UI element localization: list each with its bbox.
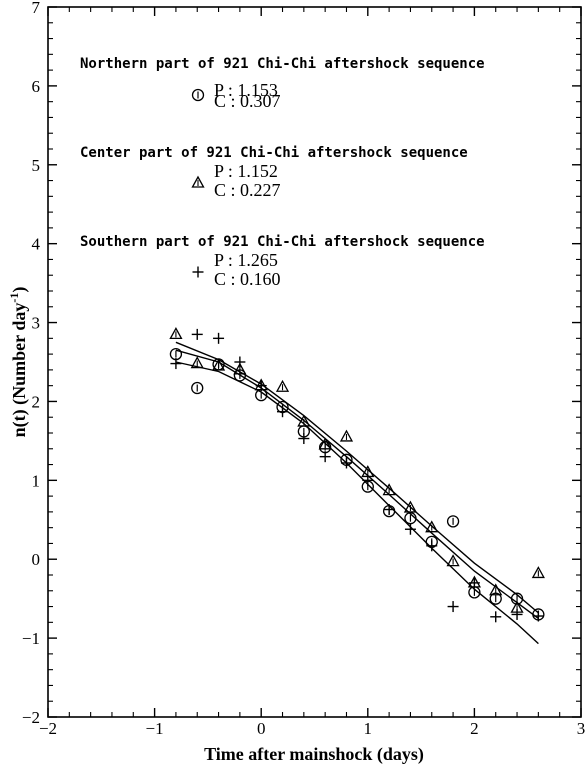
data-point-triangle: [446, 554, 460, 567]
data-point-triangle: [382, 483, 396, 496]
data-point-triangle: [531, 566, 545, 579]
legend-title-plus: Southern part of 921 Chi-Chi aftershock …: [80, 234, 485, 250]
data-point-triangle: [275, 379, 290, 392]
legend-marker-circle-icon: [191, 88, 205, 102]
y-tick-label: 3: [32, 314, 41, 333]
data-point-plus: [319, 451, 331, 463]
data-point-triangle: [318, 437, 332, 450]
y-tick-label: −2: [22, 708, 40, 727]
y-tick-label: −1: [22, 629, 40, 648]
data-point-plus: [532, 610, 544, 622]
y-tick-label: 4: [32, 235, 41, 254]
y-axis-title-main: n(t) (Number day: [9, 303, 30, 438]
data-point-plus: [490, 611, 502, 623]
data-point-circle: [446, 515, 460, 528]
y-tick-label: 6: [32, 77, 41, 96]
fit-curves: [175, 341, 539, 645]
data-point-triangle: [339, 429, 354, 442]
legend-title-triangle: Center part of 921 Chi-Chi aftershock se…: [80, 145, 468, 161]
x-tick-label: −1: [146, 719, 164, 738]
legend-p-value: P : 1.152: [214, 161, 278, 181]
y-tick-label: 7: [32, 0, 41, 17]
y-tick-label: 5: [32, 156, 41, 175]
x-tick-label: 3: [577, 719, 586, 738]
legend-c-value: C : 0.227: [214, 180, 281, 200]
data-point-triangle: [403, 500, 418, 513]
data-point-plus: [277, 406, 289, 418]
fit-curve-triangle: [175, 341, 539, 614]
y-tick-label: 0: [32, 550, 41, 569]
data-point-circle: [404, 512, 417, 525]
data-point-circle: [191, 381, 204, 395]
data-point-plus: [511, 608, 523, 620]
x-axis-title: Time after mainshock (days): [204, 744, 424, 765]
plot-frame: [47, 6, 582, 718]
data-point-plus: [170, 358, 182, 370]
data-point-plus: [213, 332, 225, 344]
data-point-triangle: [425, 520, 439, 533]
data-point-plus: [468, 577, 480, 589]
data-point-triangle: [190, 356, 204, 369]
y-axis-title: n(t) (Number day-1): [7, 287, 30, 438]
data-point-plus: [404, 523, 416, 535]
tick-labels: −2 −1 0 1 2 3 −2 −1 0 1 2 3 4 5 6 7: [22, 0, 585, 738]
legend-c-value: C : 0.307: [214, 91, 281, 111]
x-tick-label: −2: [39, 719, 57, 738]
data-point-plus: [234, 356, 246, 368]
legend: Northern part of 921 Chi-Chi aftershock …: [80, 56, 485, 289]
y-axis-title-superscript: -1: [7, 293, 21, 303]
x-tick-label: 1: [364, 719, 373, 738]
data-point-triangle: [169, 327, 183, 340]
data-point-plus: [340, 457, 352, 469]
fit-curve-circle: [175, 349, 539, 619]
data-point-plus: [255, 380, 267, 392]
y-tick-label: 2: [32, 392, 41, 411]
legend-title-circle: Northern part of 921 Chi-Chi aftershock …: [80, 56, 485, 72]
data-point-plus: [362, 474, 374, 486]
legend-marker-triangle-icon: [191, 175, 205, 188]
y-tick-label: 1: [32, 471, 41, 490]
legend-p-value: P : 1.153: [214, 80, 278, 100]
data-point-plus: [447, 601, 459, 613]
y-axis-title-suffix: ): [9, 287, 30, 293]
data-point-plus: [298, 433, 310, 445]
data-point-plus: [191, 328, 203, 340]
legend-c-value: C : 0.160: [214, 269, 281, 289]
data-point-triangle: [211, 358, 226, 371]
x-tick-label: 2: [470, 719, 479, 738]
x-tick-label: 0: [257, 719, 266, 738]
data-point-triangle: [297, 414, 311, 427]
data-point-triangle: [489, 583, 503, 596]
data-markers: [169, 327, 545, 623]
axis-ticks: [47, 6, 582, 718]
legend-p-value: P : 1.265: [214, 250, 278, 270]
data-point-plus: [383, 504, 395, 516]
fit-curve-plus: [175, 361, 539, 645]
legend-marker-plus-icon: [192, 266, 204, 278]
data-point-triangle: [233, 362, 247, 375]
data-point-plus: [426, 540, 438, 552]
